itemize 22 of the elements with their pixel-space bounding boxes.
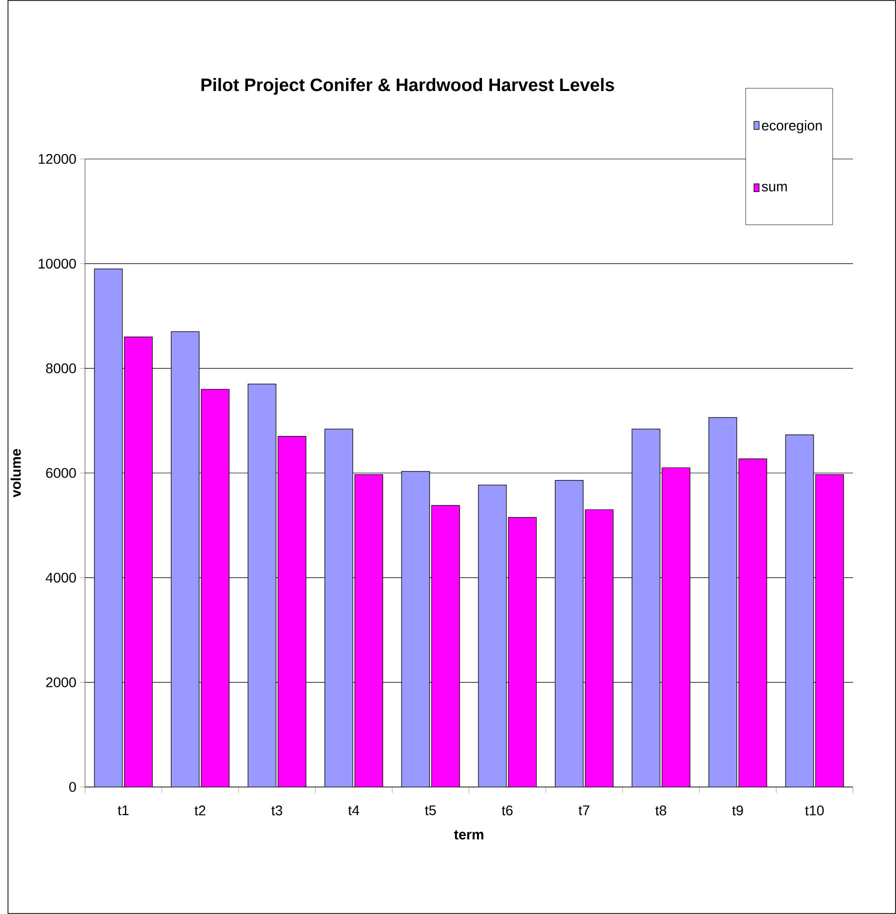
y-tick-label: 6000 bbox=[46, 468, 76, 478]
x-tick-label: t7 bbox=[578, 806, 590, 816]
y-tick-label: 4000 bbox=[46, 572, 76, 583]
y-tick-label: 2000 bbox=[46, 677, 76, 688]
y-tick-label: 10000 bbox=[38, 258, 76, 269]
x-tick-label: t4 bbox=[348, 806, 360, 816]
chart-title: Pilot Project Conifer & Hardwood Harvest Levels bbox=[201, 78, 614, 95]
x-tick-label: t10 bbox=[805, 806, 824, 816]
x-tick-label: t9 bbox=[732, 806, 743, 816]
x-tick-label: t2 bbox=[194, 806, 206, 816]
y-tick-label: 8000 bbox=[46, 363, 76, 374]
x-tick-label: t5 bbox=[425, 806, 436, 816]
x-tick-label: t3 bbox=[271, 806, 282, 816]
x-tick-label: t1 bbox=[118, 806, 129, 816]
y-axis-title: volume bbox=[10, 449, 21, 498]
legend-label: ecoregion bbox=[762, 120, 822, 134]
x-axis-title: term bbox=[454, 830, 484, 840]
x-tick-label: t6 bbox=[502, 806, 513, 816]
y-tick-label: 12000 bbox=[38, 154, 76, 164]
legend-label: sum bbox=[762, 184, 787, 192]
y-tick-label: 0 bbox=[69, 782, 76, 792]
x-tick-label: t8 bbox=[655, 806, 666, 816]
